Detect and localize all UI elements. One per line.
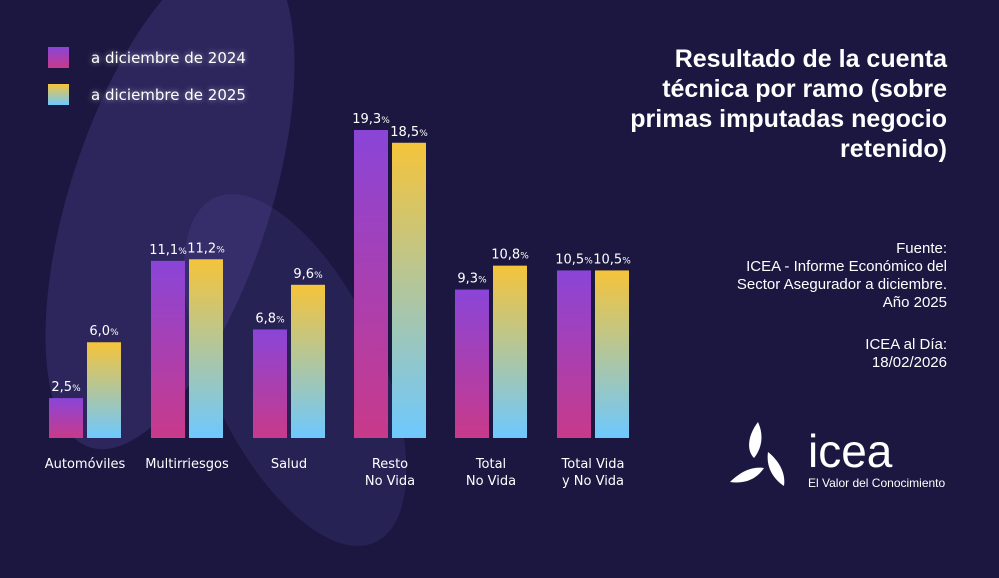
chart-title: Resultado de la cuenta técnica por ramo …: [630, 45, 947, 163]
source-note: Fuente: ICEA - Informe Económico del Sec…: [737, 240, 947, 312]
date-note: ICEA al Día: 18/02/2026: [865, 336, 947, 372]
data-label: 10,5%: [593, 252, 631, 267]
category-label: No Vida: [365, 474, 415, 489]
logo-wordmark: icea: [808, 425, 893, 477]
bar-2024: [455, 289, 489, 438]
data-label: 9,3%: [457, 272, 487, 287]
logo-tagline: El Valor del Conocimiento: [808, 476, 946, 490]
legend-label: a diciembre de 2024: [91, 48, 246, 67]
data-label: 11,2%: [187, 241, 225, 256]
category-label: Multirriesgos: [145, 457, 229, 472]
legend-item-2025: a diciembre de 2025: [48, 84, 246, 105]
legend-item-2024: a diciembre de 2024: [48, 47, 246, 68]
legend-swatch-2025: [48, 84, 69, 105]
category-label: Total Vida: [561, 457, 625, 472]
legend-swatch-2024: [48, 47, 69, 68]
bar-chart: 2,5% 6,0% Automóviles 11,1% 11,2% Multirriesg…: [45, 112, 631, 489]
category-label: No Vida: [466, 474, 516, 489]
bar-2024: [253, 329, 287, 438]
date-value: 18/02/2026: [871, 354, 947, 371]
category-label: Resto: [372, 457, 408, 472]
bar-2024: [151, 260, 185, 438]
data-label: 18,5%: [390, 125, 428, 140]
source-line: ICEA - Informe Económico del: [746, 258, 947, 275]
bar-2025: [392, 142, 426, 438]
data-label: 19,3%: [352, 112, 390, 127]
data-label: 6,8%: [255, 311, 285, 326]
bar-2025: [595, 270, 629, 438]
data-label: 11,1%: [149, 243, 187, 258]
bar-2024: [557, 270, 591, 438]
legend-label: a diciembre de 2025: [91, 85, 246, 104]
bar-2025: [493, 265, 527, 438]
category-label: Total: [475, 457, 506, 472]
source-line: Sector Asegurador a diciembre.: [736, 276, 947, 293]
source-label: Fuente:: [896, 240, 947, 257]
bar-2025: [87, 342, 121, 438]
icea-logo-icon: [730, 422, 785, 486]
data-label: 9,6%: [293, 267, 323, 282]
data-label: 10,5%: [555, 252, 593, 267]
bar-2024: [354, 130, 388, 438]
data-label: 2,5%: [51, 380, 81, 395]
category-label: Salud: [271, 457, 307, 472]
date-label: ICEA al Día:: [865, 336, 947, 353]
source-line: Año 2025: [882, 294, 947, 311]
category-label: y No Vida: [562, 474, 624, 489]
bar-2025: [291, 284, 325, 438]
data-label: 10,8%: [491, 248, 529, 263]
category-label: Automóviles: [45, 457, 126, 472]
bar-2025: [189, 259, 223, 438]
data-label: 6,0%: [89, 324, 119, 339]
bar-2024: [49, 398, 83, 438]
